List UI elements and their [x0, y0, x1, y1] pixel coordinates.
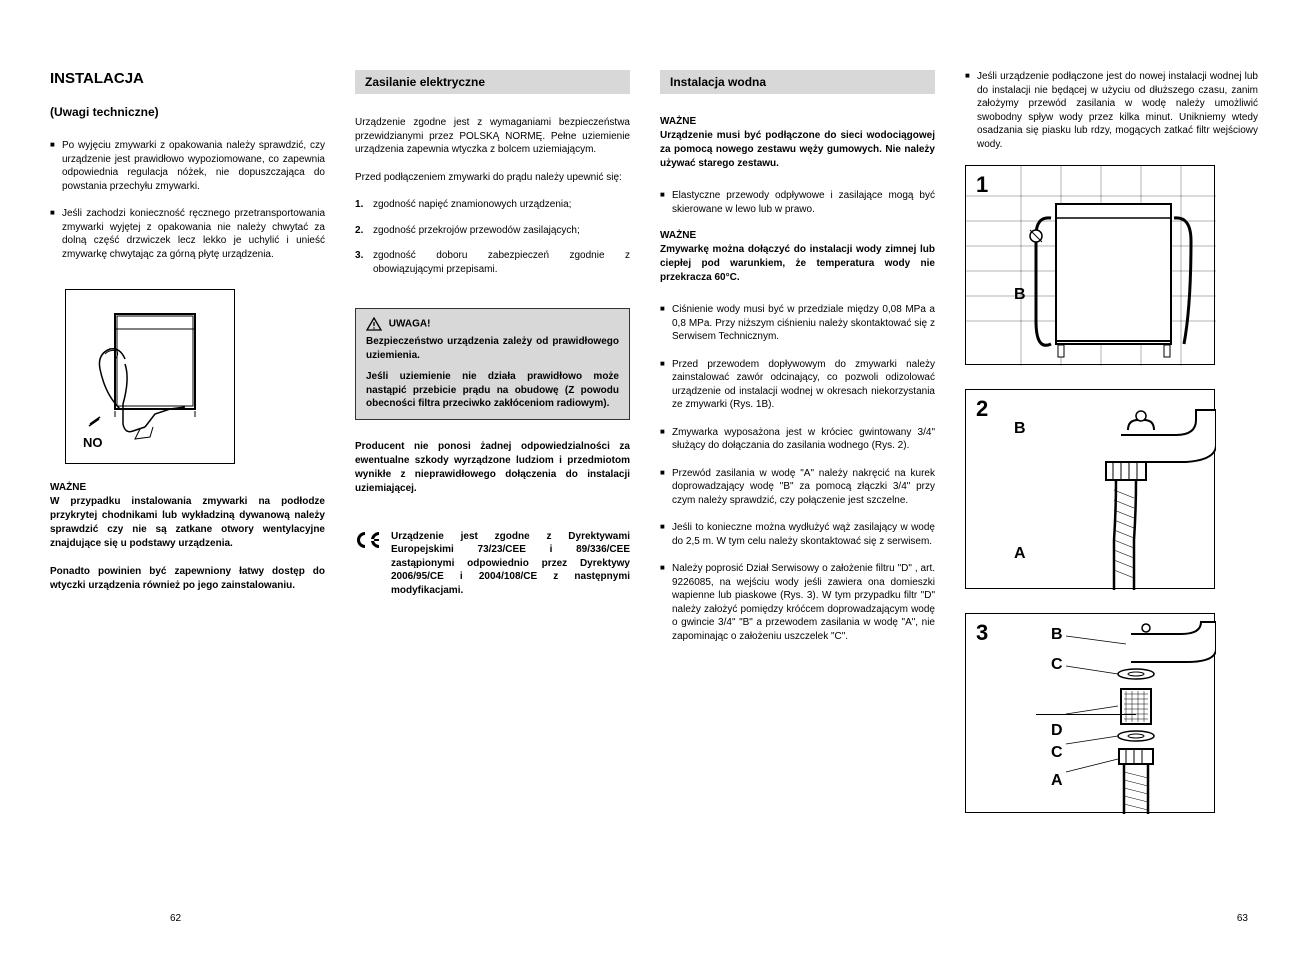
wazne-text: Urządzenie musi być podłączone do sieci … [660, 129, 935, 171]
numbered-list: zgodność napięć znamionowych urządzenia;… [355, 198, 630, 288]
page-number-right: 63 [965, 893, 1258, 924]
figure-label-a: A [1014, 545, 1026, 563]
numbered-item: zgodność przekrojów przewodów zasilający… [355, 224, 630, 238]
bullet-item: Jeśli urządzenie podłączone jest do nowe… [965, 70, 1258, 151]
figure-label-a: A [1051, 772, 1063, 790]
figure-3: 3 [965, 613, 1215, 813]
subtitle-uwagi: (Uwagi techniczne) [50, 105, 325, 119]
bullet-item: Należy poprosić Dział Serwisowy o założe… [660, 562, 935, 643]
paragraph: Przed podłączeniem zmywarki do prądu nal… [355, 171, 630, 185]
wazne-text: Ponadto powinien być zapewniony łatwy do… [50, 565, 325, 593]
figure-1: 1 [965, 165, 1215, 365]
bullet-list-1: Po wyjęciu zmywarki z opakowania należy … [50, 139, 325, 275]
wazne-text: W przypadku instalowania zmywarki na pod… [50, 495, 325, 551]
page-number-left: 62 [50, 893, 325, 924]
bullet-list-4: Jeśli urządzenie podłączone jest do nowe… [965, 70, 1258, 165]
bullet-item: Jeśli zachodzi konieczność ręcznego prze… [50, 207, 325, 261]
figure-label-b: B [1014, 420, 1026, 438]
numbered-item: zgodność napięć znamionowych urządzenia; [355, 198, 630, 212]
figure-label-c: C [1051, 744, 1063, 762]
bullet-item: Przed przewodem dopływowym do zmywarki n… [660, 358, 935, 412]
wazne-text: Zmywarkę można dołączyć do instalacji wo… [660, 243, 935, 285]
producent-para: Producent nie ponosi żadnej odpowiedzial… [355, 440, 630, 496]
bullet-item: Przewód zasilania w wodę "A" należy nakr… [660, 467, 935, 508]
installation-illustration: NO [65, 289, 235, 464]
uwaga-text: Bezpieczeństwo urządzenia zależy od praw… [366, 335, 619, 362]
figure-number: 2 [976, 396, 988, 422]
ce-mark-icon [355, 530, 381, 598]
wazne-block-3: WAŻNE Zmywarkę można dołączyć do instala… [660, 230, 935, 285]
figure-label-b: B [1014, 286, 1026, 304]
wazne-block-1: WAŻNE W przypadku instalowania zmywarki … [50, 482, 325, 607]
bullet-item: Elastyczne przewody odpływowe i zasilają… [660, 189, 935, 216]
column-2: Zasilanie elektryczne Urządzenie zgodne … [355, 70, 630, 924]
ce-block: Urządzenie jest zgodne z Dyrektywami Eur… [355, 530, 630, 598]
section-header-zasilanie: Zasilanie elektryczne [355, 70, 630, 94]
column-1: INSTALACJA (Uwagi techniczne) Po wyjęciu… [50, 70, 325, 924]
warning-box-uwaga: UWAGA! Bezpieczeństwo urządzenia zależy … [355, 308, 630, 420]
uwaga-label: UWAGA! [366, 317, 619, 331]
bullet-item: Jeśli to konieczne można wydłużyć wąż za… [660, 521, 935, 548]
section-header-instalacja-wodna: Instalacja wodna [660, 70, 935, 94]
figure-2: 2 [965, 389, 1215, 589]
figure-number: 3 [976, 620, 988, 646]
figure-label-c: C [1051, 656, 1063, 674]
figure-number: 1 [976, 172, 988, 198]
ce-text: Urządzenie jest zgodne z Dyrektywami Eur… [391, 530, 630, 598]
bullet-list-2: Elastyczne przewody odpływowe i zasilają… [660, 189, 935, 230]
bullet-item: Po wyjęciu zmywarki z opakowania należy … [50, 139, 325, 193]
wazne-label: WAŻNE [660, 230, 935, 241]
wazne-label: WAŻNE [50, 482, 325, 493]
wazne-label: WAŻNE [660, 116, 935, 127]
bullet-list-3: Ciśnienie wody musi być w przedziale mię… [660, 303, 935, 657]
bullet-item: Ciśnienie wody musi być w przedziale mię… [660, 303, 935, 344]
figure-label-d: D [1051, 722, 1063, 740]
bullet-item: Zmywarka wyposażona jest w króciec gwint… [660, 426, 935, 453]
warning-icon [366, 317, 382, 331]
uwaga-text: Jeśli uziemienie nie działa prawidłowo m… [366, 370, 619, 411]
wazne-block-2: WAŻNE Urządzenie musi być podłączone do … [660, 116, 935, 171]
paragraph: Urządzenie zgodne jest z wymaganiami bez… [355, 116, 630, 157]
figure-label-b: B [1051, 626, 1063, 644]
column-3: Instalacja wodna WAŻNE Urządzenie musi b… [660, 70, 935, 924]
column-4: Jeśli urządzenie podłączone jest do nowe… [965, 70, 1258, 924]
numbered-item: zgodność doboru zabezpieczeń zgodnie z o… [355, 249, 630, 276]
svg-text:NO: NO [83, 435, 103, 450]
title-instalacja: INSTALACJA [50, 70, 325, 87]
